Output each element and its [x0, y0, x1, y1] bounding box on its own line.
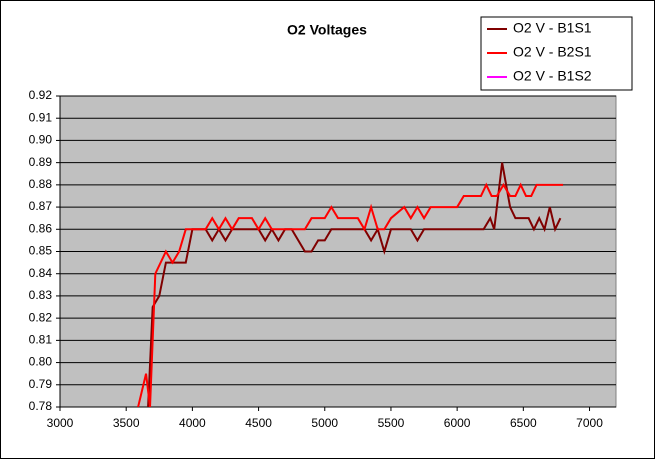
y-tick-label: 0.82: [29, 310, 53, 324]
x-tick-label: 6500: [510, 416, 537, 430]
y-tick-label: 0.85: [29, 244, 53, 258]
x-tick-label: 4000: [179, 416, 206, 430]
series-line: [137, 182, 564, 407]
y-tick-label: 0.80: [29, 355, 53, 369]
y-tick-label: 0.90: [29, 133, 53, 147]
y-tick-label: 0.86: [29, 221, 53, 235]
x-tick-label: 5500: [378, 416, 405, 430]
y-tick-label: 0.92: [29, 88, 53, 102]
y-tick-label: 0.79: [29, 377, 53, 391]
x-tick-label: 4500: [245, 416, 272, 430]
x-tick-label: 5000: [311, 416, 338, 430]
y-tick-label: 0.84: [29, 266, 53, 280]
x-tick-label: 3000: [47, 416, 74, 430]
legend-label: O2 V - B1S1: [513, 20, 592, 36]
x-tick-label: 3500: [113, 416, 140, 430]
x-tick-label: 6000: [444, 416, 471, 430]
legend-label: O2 V - B1S2: [513, 68, 592, 84]
y-tick-label: 0.78: [29, 399, 53, 413]
y-tick-label: 0.89: [29, 155, 53, 169]
y-tick-label: 0.81: [29, 333, 53, 347]
x-tick-label: 7000: [576, 416, 603, 430]
y-tick-label: 0.88: [29, 177, 53, 191]
y-tick-label: 0.83: [29, 288, 53, 302]
y-tick-label: 0.91: [29, 110, 53, 124]
legend-label: O2 V - B2S1: [513, 44, 592, 60]
series-line: [147, 162, 562, 407]
y-tick-label: 0.87: [29, 199, 53, 213]
chart-title: O2 Voltages: [287, 22, 367, 38]
